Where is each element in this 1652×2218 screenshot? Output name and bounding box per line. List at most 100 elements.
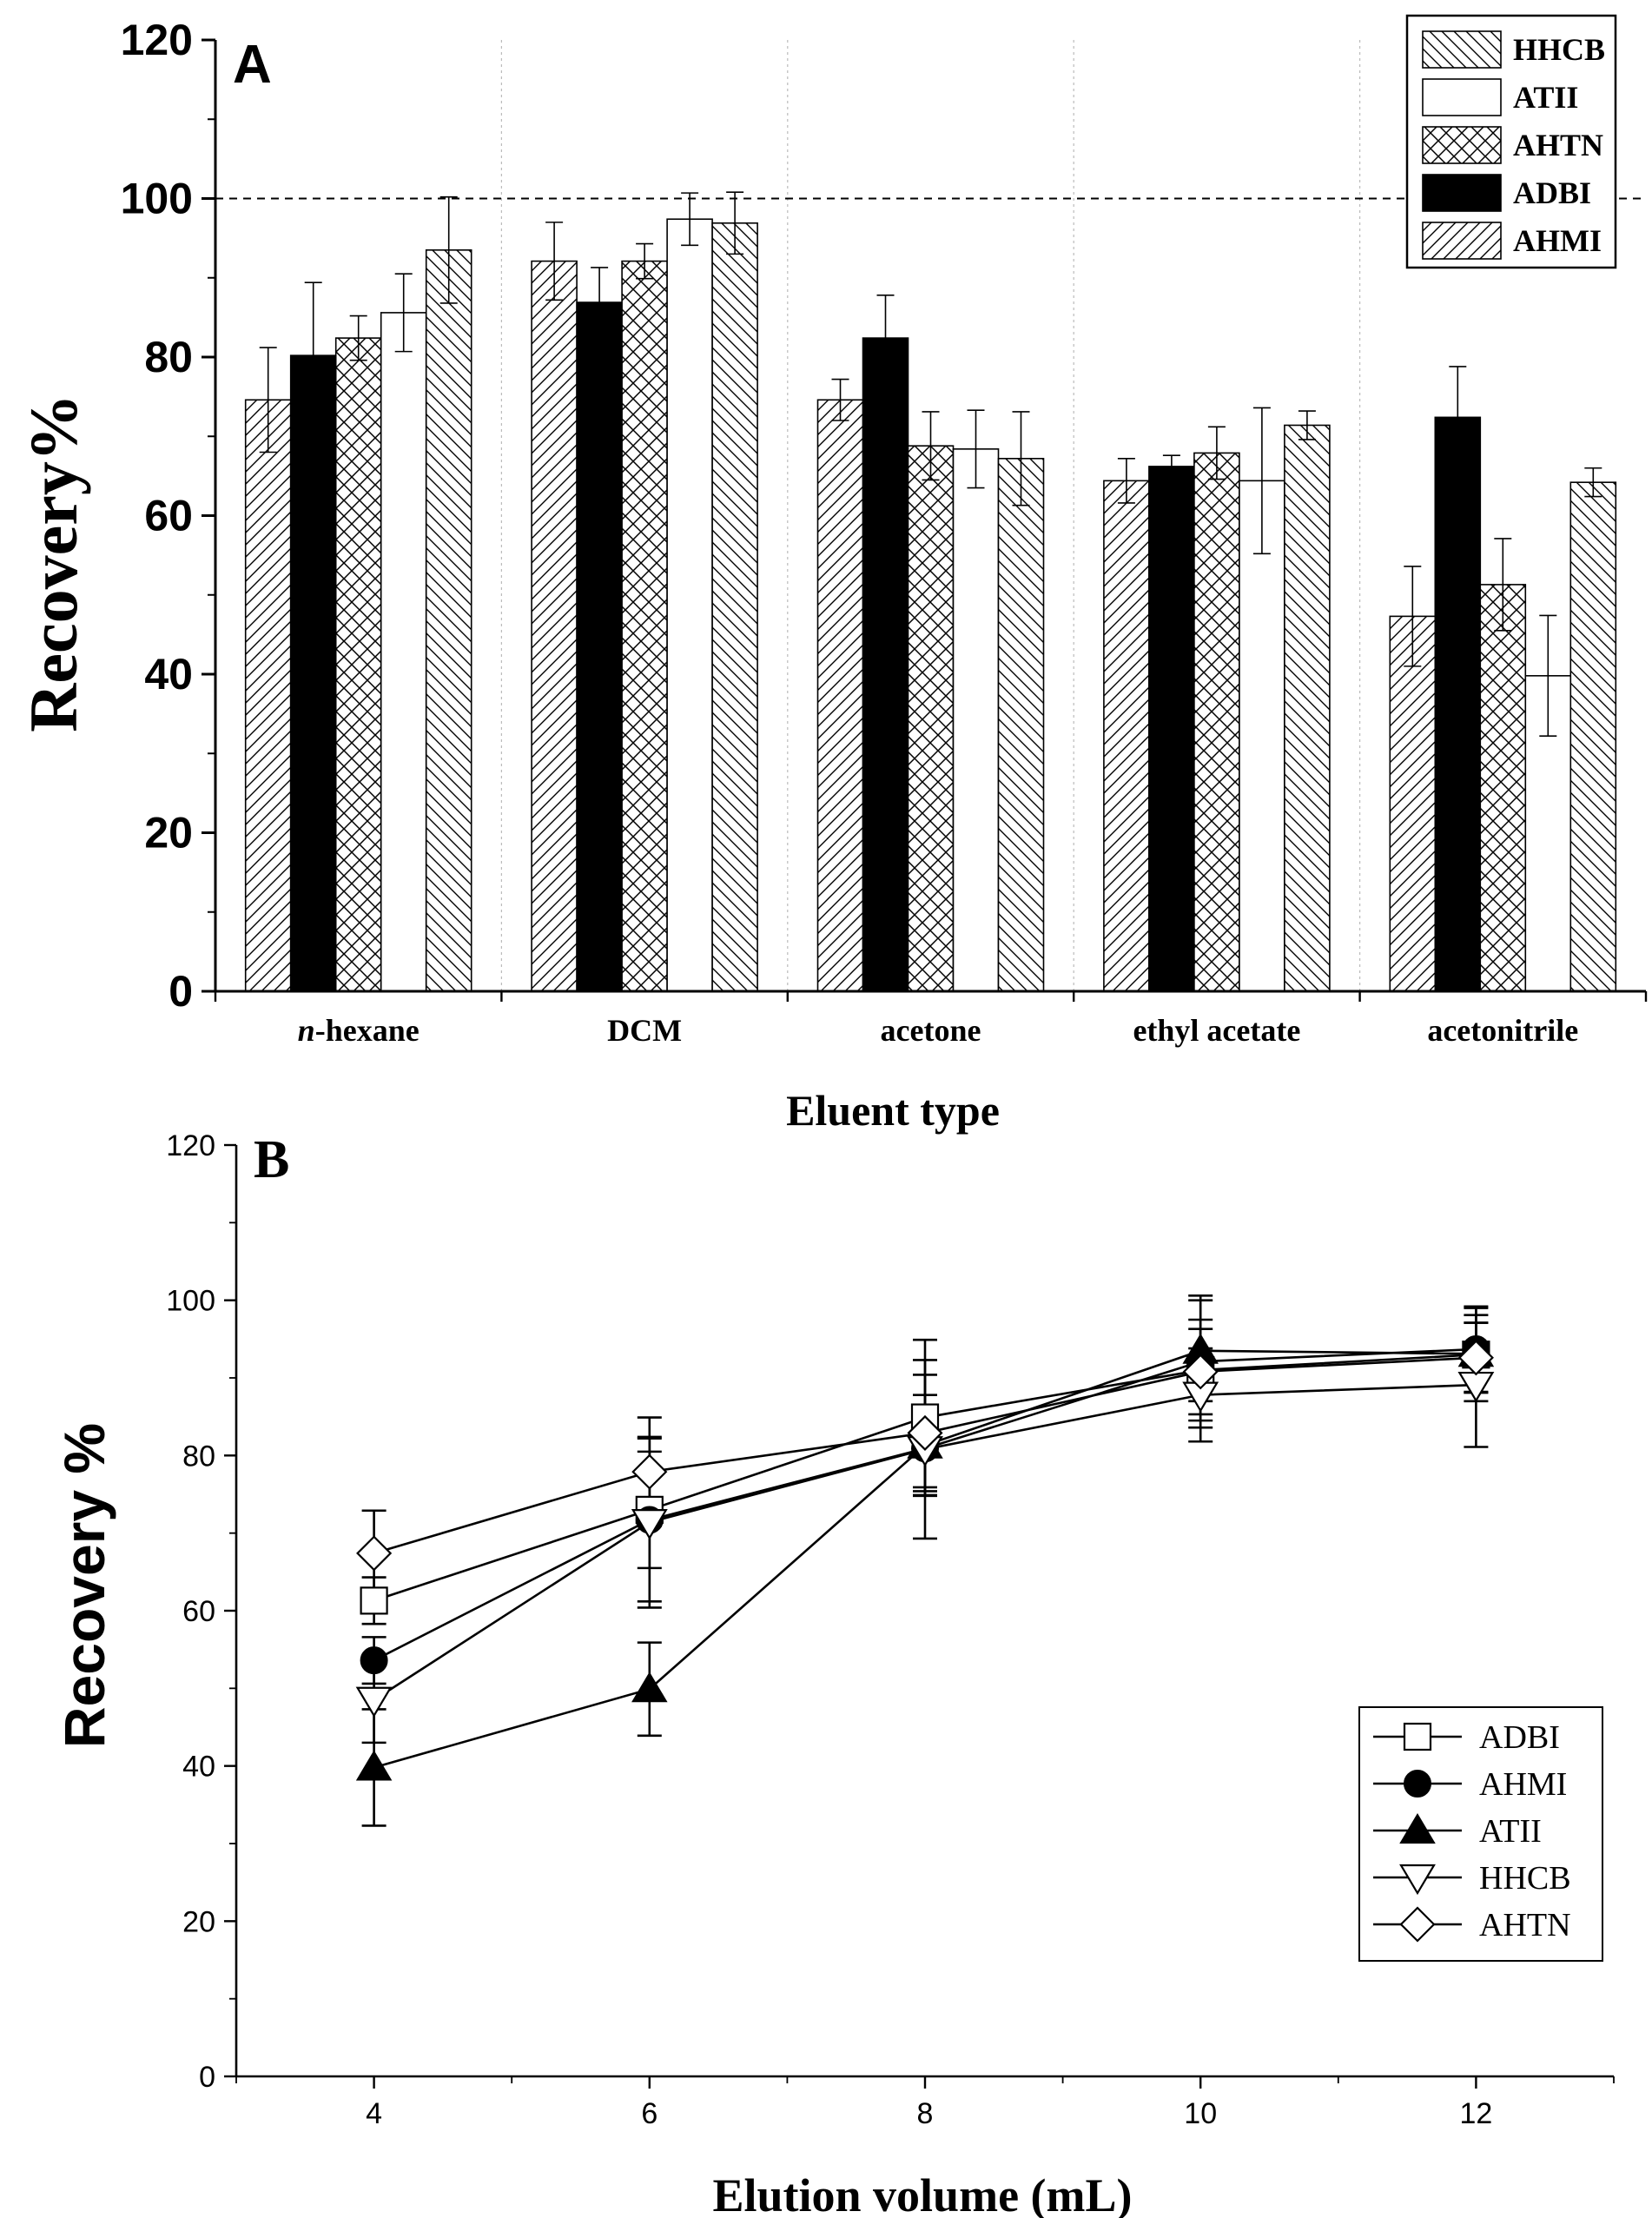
bar-ahmi <box>1389 615 1437 992</box>
bar-hhcb <box>425 249 472 992</box>
panel-b-label: B <box>254 1130 289 1189</box>
panel-b-y-tick-label: 60 <box>182 1595 215 1628</box>
panel-b-x-tick-label: 6 <box>641 2097 657 2130</box>
point-ahtn <box>907 1414 943 1451</box>
panel-a: 0 20 40 60 80 100 120 n-hexane DCM acetone ethyl a… <box>16 14 1648 1135</box>
panel-b-x-tick-label: 4 <box>366 2097 382 2130</box>
legend-marker-ahtn <box>1399 1906 1436 1943</box>
point-adbi <box>360 1586 388 1615</box>
bar-ahmi <box>816 399 864 992</box>
bar-hhcb <box>1284 424 1331 992</box>
panel-a-y-tick-label: 100 <box>121 175 193 223</box>
bar-atii <box>952 448 1000 992</box>
legend-swatch-ahmi <box>1422 222 1502 260</box>
bar-hhcb <box>997 457 1045 992</box>
panel-b-y-axis-title: Recovery % <box>52 1423 116 1748</box>
panel-b-x-tick-label: 12 <box>1459 2097 1492 2130</box>
category-label-text: ethyl acetate <box>1133 1013 1300 1048</box>
bar-hhcb <box>1569 481 1617 992</box>
point-hhcb <box>1457 1371 1495 1403</box>
panel-a-y-tick-label: 80 <box>144 333 193 381</box>
bar-atii <box>666 218 713 992</box>
point-hhcb <box>355 1686 393 1718</box>
bar-hhcb <box>711 222 758 992</box>
panel-b-series <box>355 1294 1495 1827</box>
legend-label-ahtn: AHTN <box>1479 1907 1571 1943</box>
panel-b-y-tick-label: 120 <box>166 1129 215 1162</box>
bar-adbi <box>576 301 623 992</box>
panel-b-y-tick-label: 80 <box>182 1440 215 1473</box>
panel-b-x-tick-label: 10 <box>1184 2097 1217 2130</box>
category-label-italic: n <box>298 1013 315 1048</box>
bar-ahmi <box>1103 480 1150 992</box>
bar-ahtn <box>907 445 955 992</box>
panel-a-category-label: ethyl acetate <box>1133 1013 1300 1048</box>
point-ahtn <box>356 1535 393 1572</box>
panel-b-y-tick-label: 40 <box>182 1751 215 1784</box>
panel-a-category-label: acetonitrile <box>1427 1013 1578 1048</box>
panel-a-legend: HHCB ATII AHTN ADBI AHMI <box>1405 14 1617 269</box>
legend-swatch-adbi <box>1422 174 1502 212</box>
point-atii <box>631 1672 668 1703</box>
legend-swatch-hhcb <box>1422 30 1502 69</box>
panel-a-label: A <box>233 35 272 95</box>
category-label-text: DCM <box>607 1013 682 1048</box>
bar-atii <box>380 312 427 992</box>
category-label-text: -hexane <box>315 1013 420 1048</box>
legend-marker-atii <box>1399 1813 1436 1844</box>
panel-a-category-label: n-hexane <box>298 1013 420 1048</box>
panel-a-y-tick-label: 20 <box>144 809 193 857</box>
category-label-text: acetone <box>881 1013 981 1048</box>
bar-adbi <box>1148 466 1195 992</box>
bar-ahmi <box>244 399 292 992</box>
legend-marker-ahmi <box>1404 1770 1431 1798</box>
legend-label-atii: ATII <box>1513 80 1578 115</box>
point-hhcb <box>631 1509 668 1540</box>
panel-b-axes: 0 20 40 60 80 100 120 4 6 8 10 12 <box>166 1129 1615 2130</box>
panel-b-x-tick-label: 8 <box>917 2097 934 2130</box>
legend-label-ahmi: AHMI <box>1479 1766 1567 1803</box>
legend-label-adbi: ADBI <box>1479 1719 1560 1756</box>
panel-b-y-tick-label: 0 <box>199 2061 215 2094</box>
point-ahtn <box>631 1453 668 1490</box>
panel-b-legend: ADBI AHMI ATII HHCB AHTN <box>1358 1706 1603 1962</box>
legend-label-hhcb: HHCB <box>1479 1860 1571 1897</box>
legend-label-ahmi: AHMI <box>1513 223 1602 258</box>
bar-adbi <box>1434 416 1482 992</box>
bar-ahtn <box>621 260 668 992</box>
panel-a-x-axis-title: Eluent type <box>786 1086 1000 1135</box>
legend-label-atii: ATII <box>1479 1813 1542 1850</box>
legend-marker-adbi <box>1403 1722 1432 1751</box>
bar-ahtn <box>1193 452 1240 992</box>
panel-a-bars <box>244 191 1617 992</box>
panel-b-x-axis-title: Elution volume (mL) <box>712 2169 1132 2218</box>
panel-a-category-label: DCM <box>607 1013 682 1048</box>
panel-a-y-tick-label: 0 <box>169 967 193 1016</box>
panel-a-category-label: acetone <box>881 1013 981 1048</box>
legend-swatch-atii <box>1422 78 1502 116</box>
point-ahtn <box>1457 1340 1494 1376</box>
point-atii <box>355 1750 393 1781</box>
panel-a-y-tick-label: 120 <box>121 16 193 64</box>
legend-label-adbi: ADBI <box>1513 175 1591 210</box>
panel-b: 0 20 40 60 80 100 120 4 6 8 10 12 B Elution volume … <box>52 1129 1615 2218</box>
legend-label-ahtn: AHTN <box>1513 128 1603 162</box>
panel-b-y-tick-label: 100 <box>166 1285 215 1318</box>
bar-ahmi <box>531 260 578 992</box>
bar-adbi <box>289 354 337 992</box>
bar-ahtn <box>1479 584 1527 992</box>
panel-a-y-axis-title: Recovery% <box>16 394 91 732</box>
category-label-text: acetonitrile <box>1427 1013 1578 1048</box>
panel-b-y-tick-label: 20 <box>182 1905 215 1938</box>
legend-label-hhcb: HHCB <box>1513 32 1605 67</box>
panel-a-y-tick-label: 60 <box>144 492 193 540</box>
panel-b-legend-box <box>1358 1706 1603 1962</box>
legend-marker-hhcb <box>1399 1864 1436 1896</box>
panel-a-axes: 0 20 40 60 80 100 120 n-hexane DCM acetone ethyl a… <box>121 16 1648 1048</box>
panel-a-y-tick-label: 40 <box>144 650 193 699</box>
legend-swatch-ahtn <box>1422 126 1502 164</box>
bar-atii <box>1239 480 1285 992</box>
point-ahtn <box>1182 1354 1219 1390</box>
bar-adbi <box>862 337 909 992</box>
